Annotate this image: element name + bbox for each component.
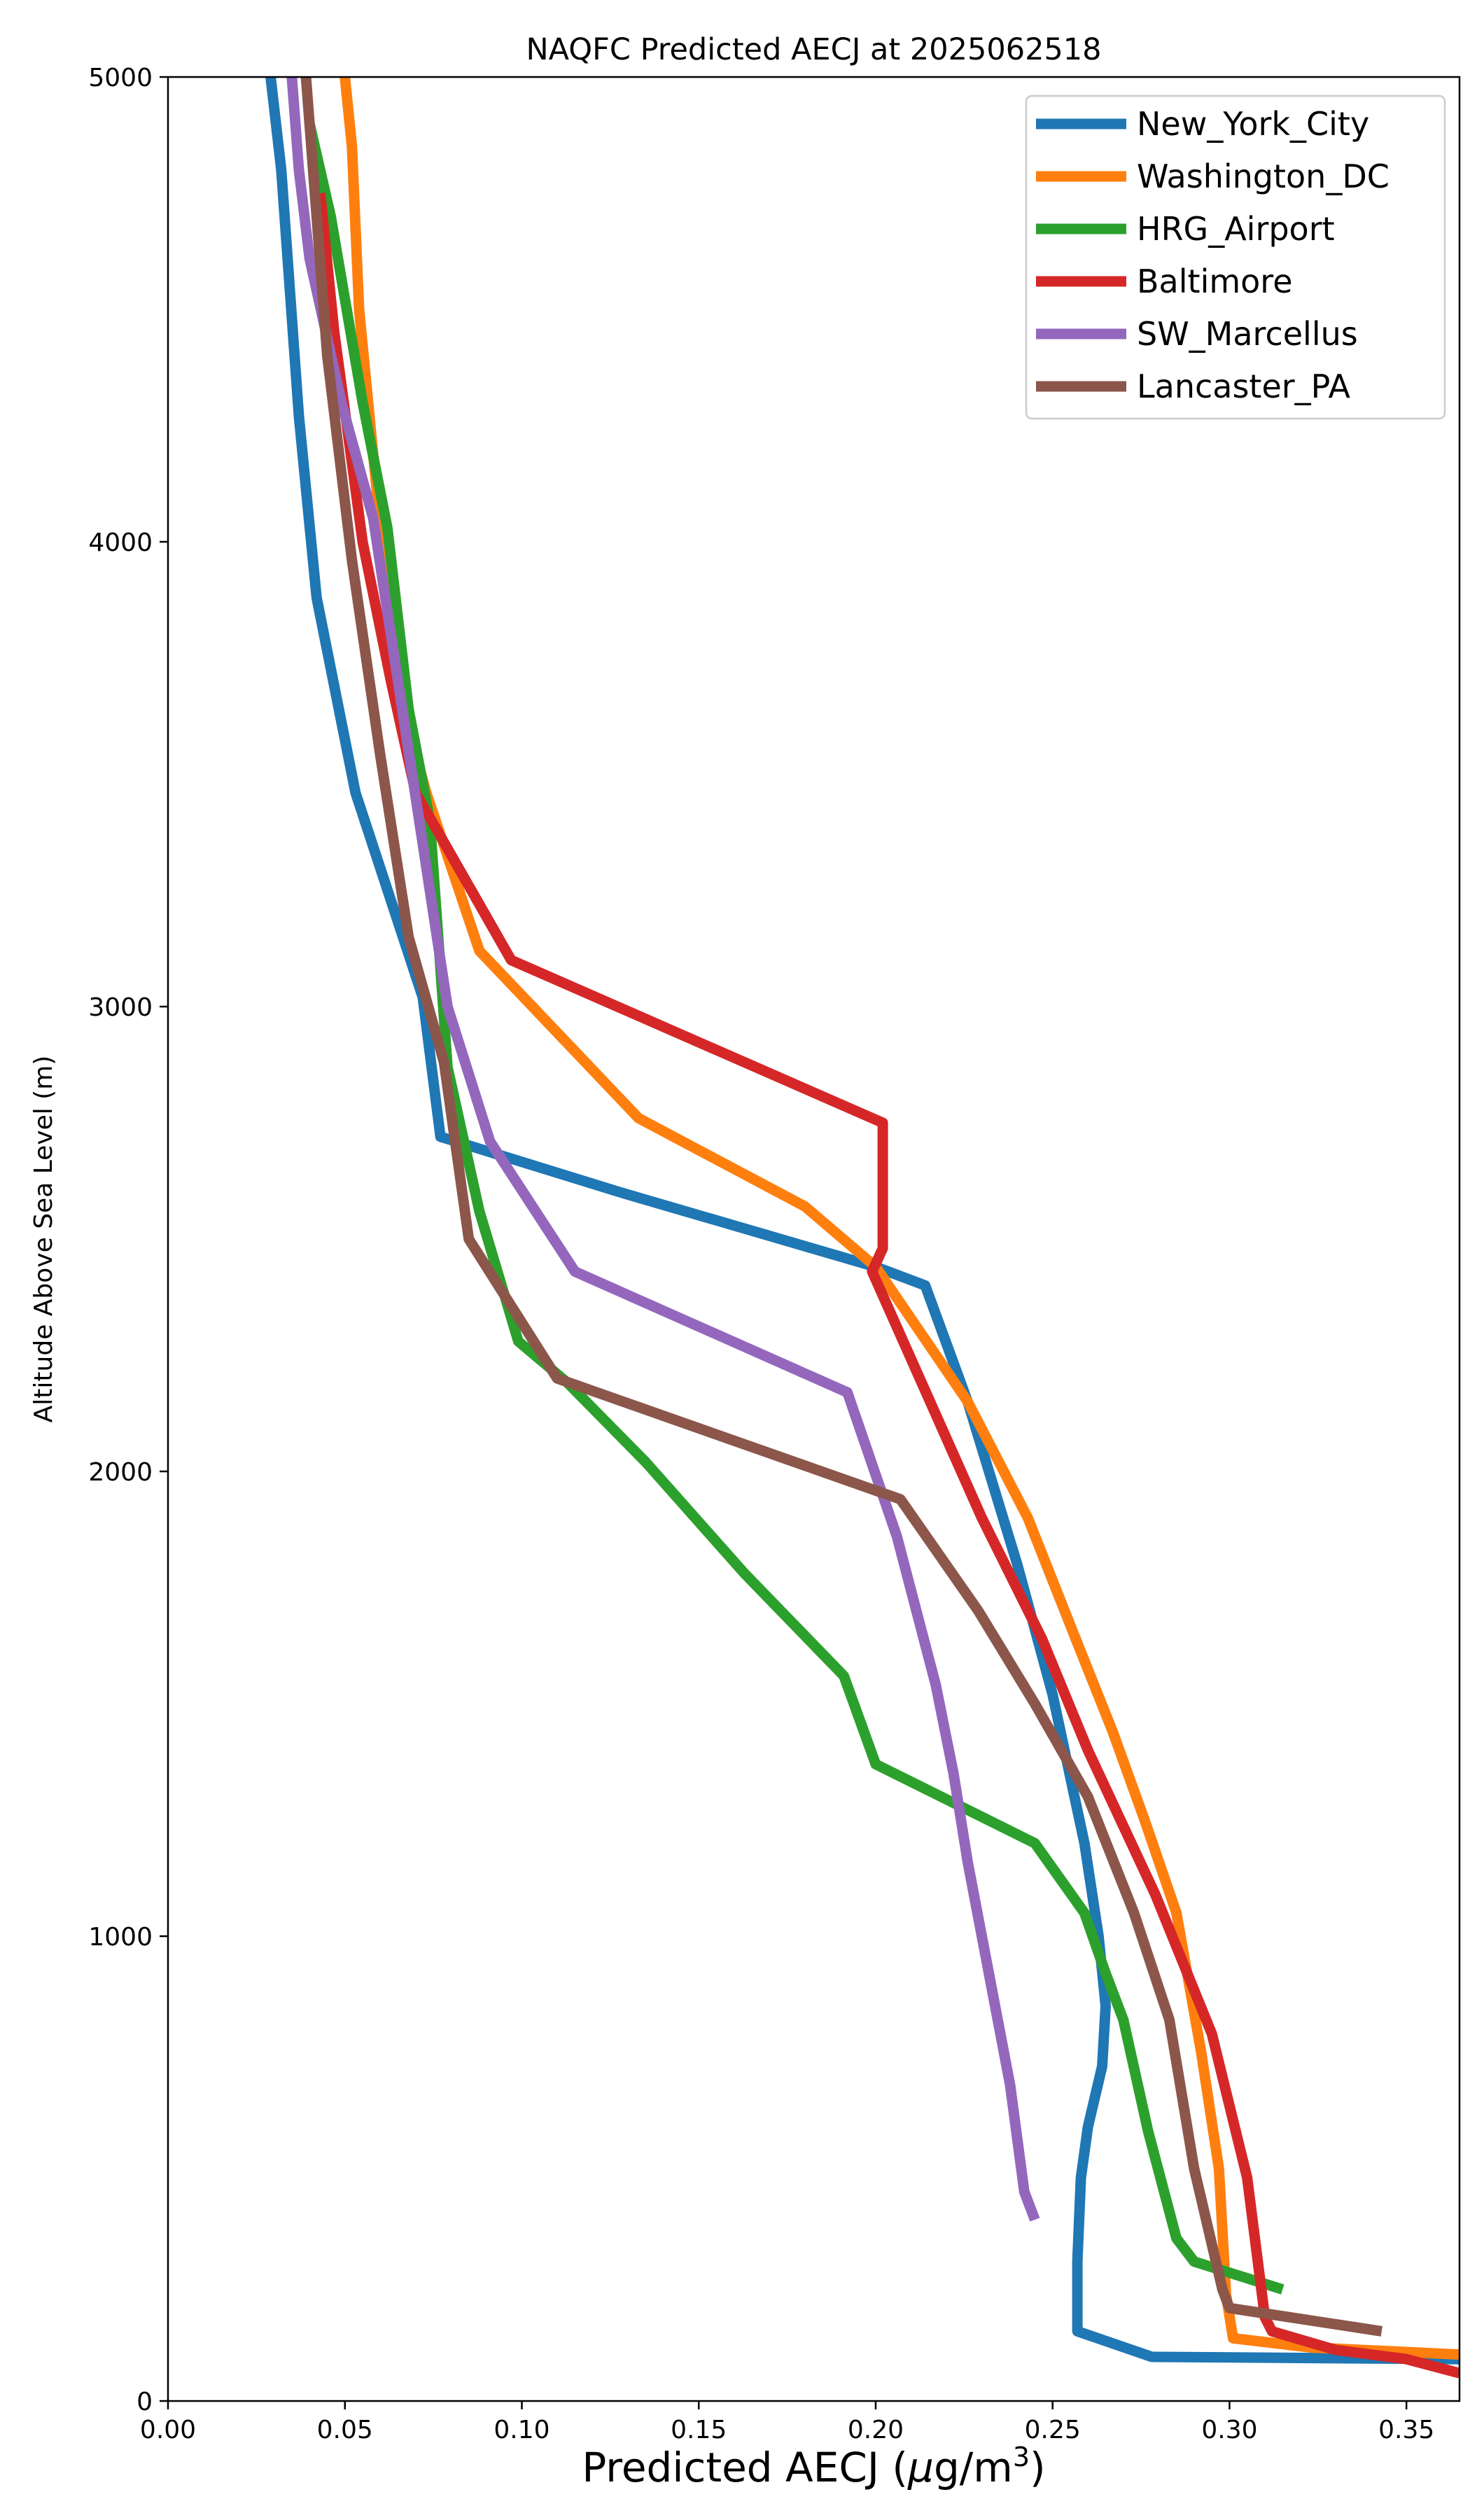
x-axis-label-exponent: 3 [1013, 2442, 1030, 2472]
y-tick-label: 0 [136, 2388, 153, 2416]
x-tick-label: 0.00 [140, 2416, 196, 2444]
x-tick-label: 0.25 [1025, 2416, 1081, 2444]
y-tick-label: 2000 [88, 1458, 153, 1487]
series-line-sw-marcellus [286, 77, 1040, 2222]
x-tick-label: 0.15 [671, 2416, 727, 2444]
y-axis-label: Altitude Above Sea Level (m) [29, 1056, 58, 1423]
legend-entry: HRG_Airport [1137, 210, 1335, 248]
legend-entry: Baltimore [1137, 262, 1293, 300]
legend: New_York_City Washington_DC HRG_Airport Bal… [1025, 94, 1446, 420]
x-axis-label: Predicted AECJ (μg/m3) [582, 2442, 1045, 2491]
y-tick-label: 3000 [88, 993, 153, 1022]
legend-entry: SW_Marcellus [1137, 315, 1358, 353]
x-tick-label: 0.20 [848, 2416, 904, 2444]
legend-entry: Washington_DC [1137, 158, 1390, 195]
legend-entry: New_York_City [1137, 105, 1369, 143]
axes-layer: 0.00 0.05 0.10 0.15 0.20 0.25 0.30 0.35 0 1000 200… [88, 64, 1461, 2444]
series-line-baltimore [314, 192, 1460, 2379]
y-tick-label: 1000 [88, 1923, 153, 1952]
x-axis-label-main: Predicted AECJ ( [582, 2444, 908, 2491]
series-line-hrg-airport [304, 122, 1284, 2295]
series-line-lancaster-pa [300, 77, 1382, 2337]
legend-box [1025, 94, 1446, 420]
x-axis-label-close: ) [1030, 2444, 1046, 2491]
x-axis-label-unit: g/m [934, 2444, 1013, 2491]
x-tick-label: 0.05 [317, 2416, 373, 2444]
plot-frame [167, 76, 1461, 2402]
x-axis-label-mu: μ [907, 2444, 934, 2491]
y-tick-label: 4000 [88, 528, 153, 557]
series-layer [265, 77, 1460, 2379]
x-tick-label: 0.30 [1201, 2416, 1257, 2444]
x-tick-label: 0.35 [1378, 2416, 1434, 2444]
series-line-new-york-city [265, 77, 1460, 2365]
legend-entry: Lancaster_PA [1137, 368, 1350, 405]
x-tick-label: 0.10 [493, 2416, 550, 2444]
chart-title: NAQFC Predicted AECJ at 2025062518 [526, 32, 1101, 67]
y-tick-label: 5000 [88, 64, 153, 92]
